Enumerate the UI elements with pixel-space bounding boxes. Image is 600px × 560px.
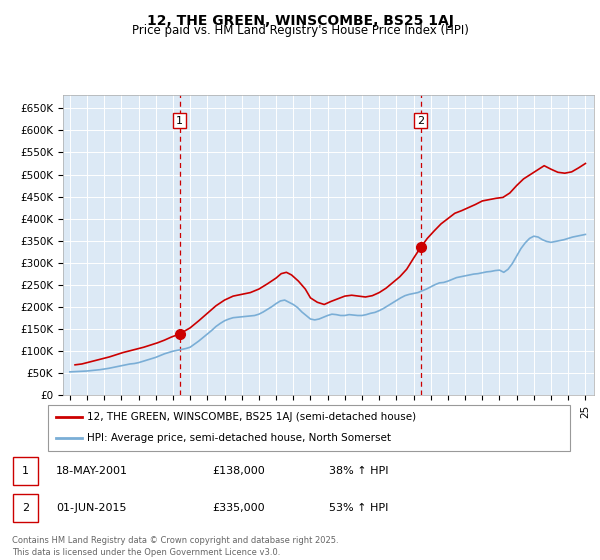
Text: 53% ↑ HPI: 53% ↑ HPI: [329, 503, 389, 513]
Text: Contains HM Land Registry data © Crown copyright and database right 2025.
This d: Contains HM Land Registry data © Crown c…: [12, 536, 338, 557]
Text: 1: 1: [22, 466, 29, 476]
Text: £335,000: £335,000: [212, 503, 265, 513]
FancyBboxPatch shape: [13, 457, 38, 485]
Text: 38% ↑ HPI: 38% ↑ HPI: [329, 466, 389, 476]
Text: 2: 2: [22, 503, 29, 513]
Text: 12, THE GREEN, WINSCOMBE, BS25 1AJ: 12, THE GREEN, WINSCOMBE, BS25 1AJ: [146, 14, 454, 28]
Text: HPI: Average price, semi-detached house, North Somerset: HPI: Average price, semi-detached house,…: [87, 433, 391, 444]
Text: £138,000: £138,000: [212, 466, 265, 476]
Text: 2: 2: [417, 116, 424, 125]
FancyBboxPatch shape: [13, 494, 38, 522]
Text: 18-MAY-2001: 18-MAY-2001: [56, 466, 128, 476]
Text: 1: 1: [176, 116, 183, 125]
Text: 01-JUN-2015: 01-JUN-2015: [56, 503, 127, 513]
FancyBboxPatch shape: [48, 405, 570, 451]
Text: 12, THE GREEN, WINSCOMBE, BS25 1AJ (semi-detached house): 12, THE GREEN, WINSCOMBE, BS25 1AJ (semi…: [87, 412, 416, 422]
Text: Price paid vs. HM Land Registry's House Price Index (HPI): Price paid vs. HM Land Registry's House …: [131, 24, 469, 37]
